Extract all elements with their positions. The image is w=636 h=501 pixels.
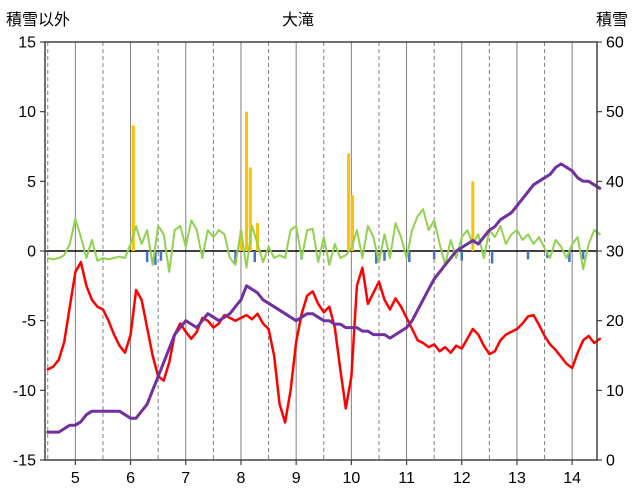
xtick-label: 6 — [126, 470, 135, 487]
left-ytick-label: -5 — [22, 313, 36, 330]
xtick-label: 12 — [453, 470, 471, 487]
xtick-label: 11 — [398, 470, 415, 487]
axis-ticks-and-labels: -15 -10 -5 0 5 10 15 0 10 20 30 40 50 60 5 6 7 8 9 10 11 12 13… — [13, 35, 624, 488]
left-ytick-label: 5 — [27, 174, 36, 191]
left-ytick-label: -10 — [13, 383, 36, 400]
chart-header: 積雪以外 大滝 積雪 — [0, 6, 636, 29]
purple-line — [46, 162, 602, 434]
right-ytick-label: 40 — [606, 174, 624, 191]
right-axis-title: 積雪 — [595, 12, 628, 29]
right-ytick-label: 30 — [606, 244, 624, 261]
xtick-label: 10 — [342, 470, 360, 487]
xtick-label: 9 — [292, 470, 301, 487]
right-ytick-label: 10 — [606, 383, 624, 400]
xtick-label: 7 — [181, 470, 190, 487]
orange-bars — [131, 111, 475, 252]
blue-bars — [145, 251, 585, 265]
left-ytick-label: 0 — [27, 244, 36, 261]
left-ytick-label: -15 — [13, 453, 36, 470]
right-ytick-label: 50 — [606, 104, 624, 121]
xtick-label: 5 — [71, 470, 80, 487]
right-ytick-label: 0 — [606, 453, 615, 470]
xtick-label: 8 — [237, 470, 246, 487]
left-axis-title: 積雪以外 — [6, 12, 71, 29]
green-line — [46, 208, 601, 273]
xtick-label: 13 — [508, 470, 526, 487]
left-ytick-label: 15 — [18, 35, 36, 52]
xtick-label: 14 — [563, 470, 581, 487]
right-ytick-label: 20 — [606, 313, 624, 330]
left-ytick-label: 10 — [18, 104, 36, 121]
right-ytick-label: 60 — [606, 35, 624, 52]
red-line — [46, 260, 602, 424]
chart-title: 大滝 — [281, 12, 314, 29]
